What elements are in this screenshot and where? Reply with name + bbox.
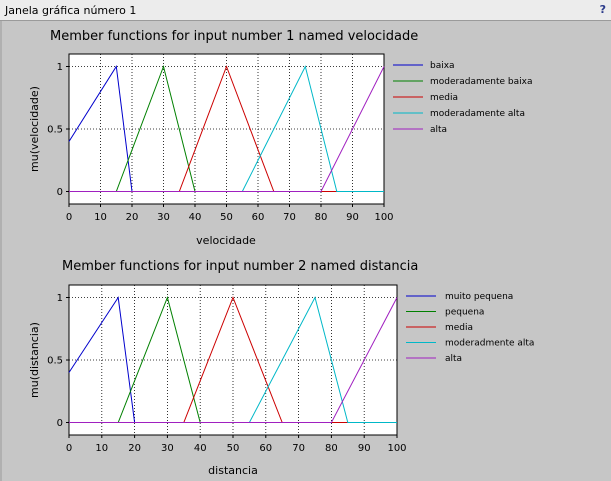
x-tick-label: 0 bbox=[66, 212, 72, 223]
legend-label-1: baixa bbox=[430, 61, 455, 71]
x-tick-label: 60 bbox=[259, 443, 272, 454]
chart-2: 0 10 20 30 40 50 60 70 80 90 100 0 0.5 1 Member functi… bbox=[28, 259, 534, 477]
x-tick-label: 70 bbox=[283, 212, 296, 223]
x-tick-label: 20 bbox=[128, 443, 141, 454]
y-tick-label: 0.5 bbox=[47, 356, 63, 367]
x-tick-label: 90 bbox=[346, 212, 359, 223]
series-line-5 bbox=[69, 66, 385, 192]
help-icon[interactable]: ? bbox=[599, 3, 606, 16]
legend-label-4: moderadamente alta bbox=[430, 109, 525, 119]
legend-label-2: pequena bbox=[445, 308, 484, 318]
x-tick-label: 0 bbox=[66, 443, 72, 454]
y-tick-label: 1 bbox=[57, 62, 63, 73]
legend-label-4: moderadmente alta bbox=[445, 339, 534, 349]
title-bar: Janela gráfica número 1 ? bbox=[0, 0, 611, 21]
y-tick-label: 0 bbox=[57, 187, 63, 198]
x-tick-label: 70 bbox=[292, 443, 305, 454]
x-tick-label: 100 bbox=[387, 443, 406, 454]
x-tick-label: 30 bbox=[161, 443, 174, 454]
y-tick-label: 0 bbox=[57, 418, 63, 429]
chart-1: 0 10 20 30 40 50 60 70 80 90 100 0 0.5 1 Member functi… bbox=[28, 29, 532, 247]
x-tick-label: 10 bbox=[95, 443, 108, 454]
legend-label-1: muito pequena bbox=[445, 292, 513, 302]
legend-label-3: media bbox=[445, 323, 473, 333]
y-tick-label: 1 bbox=[57, 293, 63, 304]
window-title: Janela gráfica número 1 bbox=[5, 4, 137, 17]
x-tick-label: 80 bbox=[315, 212, 328, 223]
window-left-edge bbox=[0, 21, 2, 481]
y-axis-label: mu(velocidade) bbox=[28, 86, 41, 172]
x-tick-label: 40 bbox=[189, 212, 202, 223]
x-axis-label: distancia bbox=[208, 464, 258, 477]
x-tick-label: 60 bbox=[252, 212, 265, 223]
x-tick-label: 10 bbox=[94, 212, 107, 223]
x-tick-label: 40 bbox=[194, 443, 207, 454]
series-line-5 bbox=[69, 297, 398, 423]
legend-label-5: alta bbox=[445, 354, 462, 364]
legend-label-2: moderadamente baixa bbox=[430, 77, 532, 87]
legend-label-5: alta bbox=[430, 125, 447, 135]
x-tick-label: 50 bbox=[220, 212, 233, 223]
y-axis-label: mu(distancia) bbox=[28, 322, 41, 398]
legend-label-3: media bbox=[430, 93, 458, 103]
x-tick-label: 30 bbox=[157, 212, 170, 223]
chart-title: Member functions for input number 1 name… bbox=[50, 29, 418, 44]
x-tick-label: 80 bbox=[325, 443, 338, 454]
y-tick-label: 0.5 bbox=[47, 125, 63, 136]
x-tick-label: 20 bbox=[126, 212, 139, 223]
x-tick-label: 100 bbox=[374, 212, 393, 223]
chart-title: Member functions for input number 2 name… bbox=[62, 259, 418, 274]
x-tick-label: 90 bbox=[358, 443, 371, 454]
x-tick-label: 50 bbox=[227, 443, 240, 454]
x-axis-label: velocidade bbox=[196, 234, 256, 247]
